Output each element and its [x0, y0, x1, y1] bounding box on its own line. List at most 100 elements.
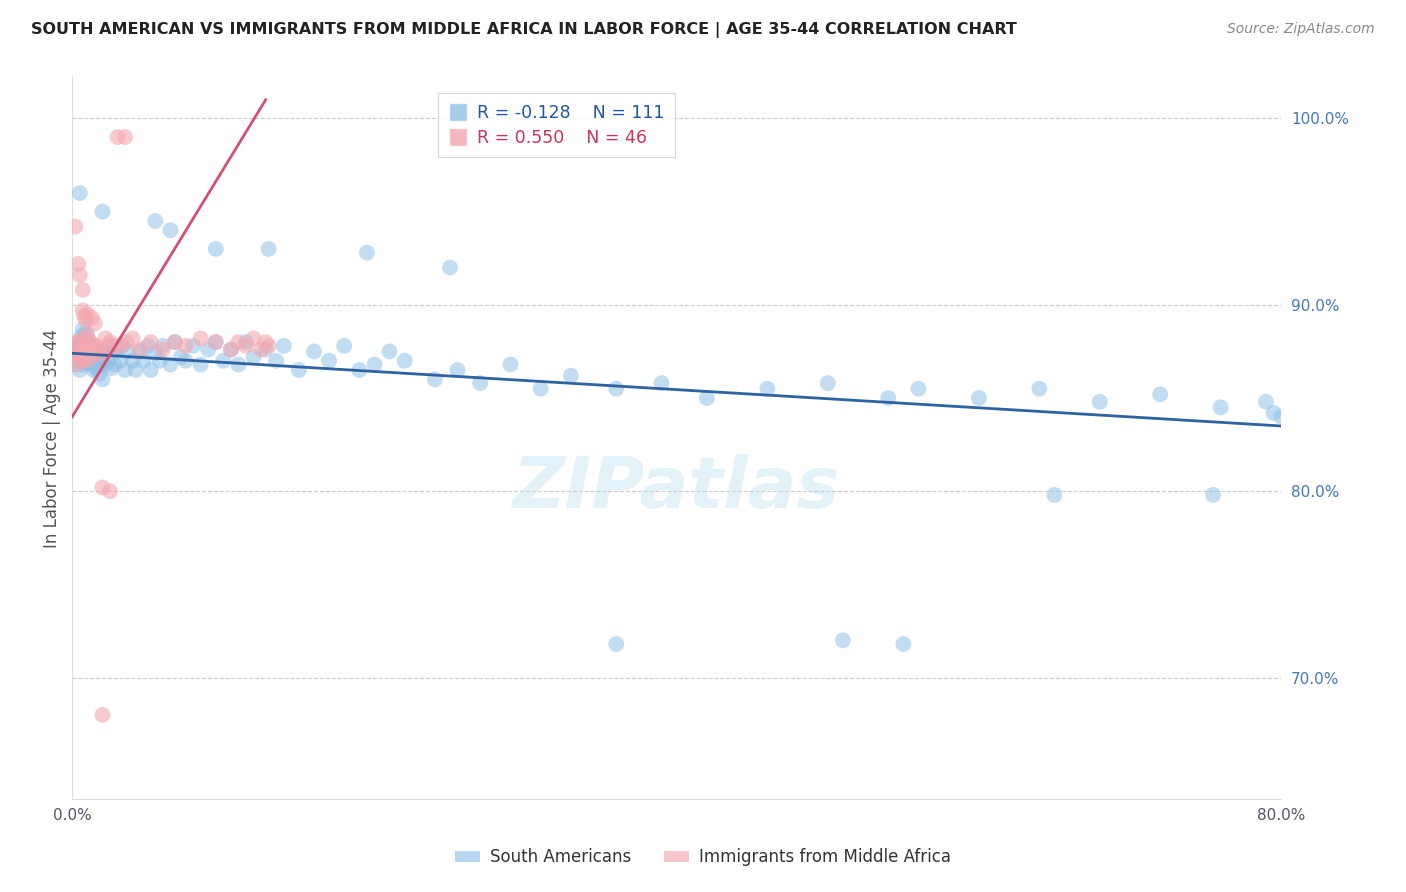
Point — [349, 363, 371, 377]
Legend: South Americans, Immigrants from Middle Africa: South Americans, Immigrants from Middle … — [449, 842, 957, 873]
Point — [69, 335, 91, 350]
Point — [96, 343, 118, 357]
Point — [86, 339, 108, 353]
Point — [101, 344, 124, 359]
Point — [72, 344, 94, 359]
Point — [1202, 488, 1225, 502]
Point — [67, 350, 90, 364]
Point — [72, 350, 94, 364]
Point — [69, 268, 91, 282]
Point — [163, 335, 186, 350]
Point — [67, 337, 90, 351]
Text: SOUTH AMERICAN VS IMMIGRANTS FROM MIDDLE AFRICA IN LABOR FORCE | AGE 35-44 CORRE: SOUTH AMERICAN VS IMMIGRANTS FROM MIDDLE… — [31, 22, 1017, 38]
Point — [91, 204, 114, 219]
Point — [139, 335, 162, 350]
Point — [288, 363, 311, 377]
Point — [77, 343, 100, 357]
Point — [91, 372, 114, 386]
Point — [143, 346, 166, 360]
Point — [91, 343, 114, 357]
Point — [152, 339, 174, 353]
Point — [204, 335, 226, 350]
Point — [110, 339, 132, 353]
Point — [219, 343, 242, 357]
Point — [212, 353, 235, 368]
Point — [66, 335, 89, 350]
Point — [80, 310, 103, 325]
Point — [1028, 382, 1050, 396]
Point — [66, 341, 89, 355]
Point — [72, 335, 94, 350]
Point — [94, 331, 117, 345]
Point — [197, 343, 219, 357]
Point — [235, 339, 257, 353]
Point — [76, 307, 98, 321]
Point — [97, 353, 120, 368]
Point — [73, 329, 96, 343]
Point — [65, 219, 87, 234]
Point — [1209, 401, 1232, 415]
Point — [530, 382, 553, 396]
Point — [114, 363, 136, 377]
Point — [1270, 409, 1292, 424]
Point — [107, 343, 129, 357]
Point — [967, 391, 990, 405]
Point — [170, 350, 193, 364]
Point — [1285, 413, 1308, 427]
Point — [696, 391, 718, 405]
Point — [228, 358, 250, 372]
Point — [86, 344, 108, 359]
Text: Source: ZipAtlas.com: Source: ZipAtlas.com — [1227, 22, 1375, 37]
Point — [152, 343, 174, 357]
Point — [891, 637, 914, 651]
Point — [817, 376, 839, 391]
Point — [76, 343, 98, 357]
Point — [110, 353, 132, 368]
Point — [91, 707, 114, 722]
Point — [82, 363, 104, 377]
Point — [107, 130, 129, 145]
Point — [114, 130, 136, 145]
Point — [907, 382, 929, 396]
Point — [98, 484, 121, 499]
Point — [76, 356, 98, 370]
Point — [75, 312, 97, 326]
Point — [1301, 417, 1323, 431]
Point — [70, 341, 93, 355]
Point — [446, 363, 468, 377]
Point — [1088, 394, 1111, 409]
Point — [756, 382, 779, 396]
Point — [1043, 488, 1066, 502]
Point — [80, 339, 103, 353]
Legend: R = -0.128    N = 111, R = 0.550    N = 46: R = -0.128 N = 111, R = 0.550 N = 46 — [437, 94, 675, 157]
Point — [76, 331, 98, 345]
Point — [75, 353, 97, 368]
Point — [100, 361, 122, 376]
Point — [149, 353, 172, 368]
Point — [378, 344, 401, 359]
Point — [204, 242, 226, 256]
Point — [72, 335, 94, 350]
Point — [1254, 394, 1277, 409]
Point — [1149, 387, 1171, 401]
Point — [72, 283, 94, 297]
Point — [90, 358, 112, 372]
Point — [75, 326, 97, 340]
Point — [204, 335, 226, 350]
Point — [83, 343, 105, 357]
Point — [219, 343, 242, 357]
Point — [93, 344, 115, 359]
Point — [254, 343, 277, 357]
Point — [174, 339, 197, 353]
Point — [80, 353, 103, 368]
Point — [394, 353, 416, 368]
Point — [560, 368, 582, 383]
Point — [65, 348, 87, 362]
Point — [439, 260, 461, 275]
Point — [73, 344, 96, 359]
Point — [76, 339, 98, 353]
Point — [79, 358, 101, 372]
Point — [98, 335, 121, 350]
Point — [69, 363, 91, 377]
Point — [76, 327, 98, 342]
